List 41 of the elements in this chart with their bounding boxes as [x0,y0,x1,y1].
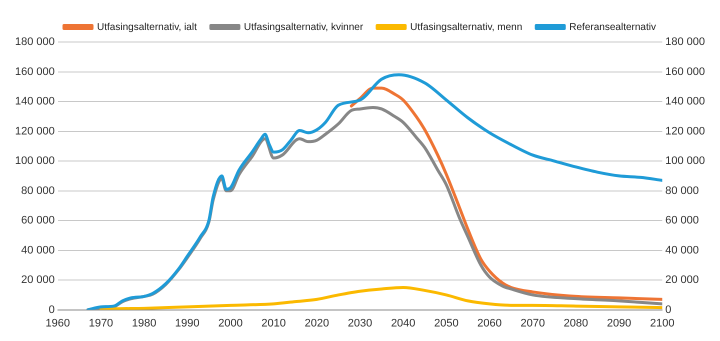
x-tick-label: 2000 [218,317,243,330]
line-series [350,86,662,301]
x-tick-label: 1960 [46,317,70,330]
y2-tick-label: 100 000 [665,155,706,168]
y2-tick-label: 120 000 [665,125,706,138]
legend-label: Referansealternativ [569,22,656,33]
y2-tick-label: 40 000 [665,244,699,256]
y2-tick-label: 80 000 [665,184,699,197]
y-tick-label: 80 000 [21,184,55,197]
y2-tick-label: 160 000 [665,66,706,78]
x-tick-label: 1990 [175,317,200,330]
y-tick-label: 120 000 [14,125,55,138]
legend-label: Utfasingsalternativ, ialt [97,22,198,33]
x-tick-label: 2050 [434,317,459,330]
x-tick-label: 2090 [606,317,632,330]
x-tick-label: 2060 [477,317,502,330]
x-tick-label: 1970 [88,317,114,330]
x-tick-label: 2040 [390,317,416,330]
x-tick-label: 1980 [132,317,156,330]
x-tick-label: 2100 [650,317,674,330]
y-tick-label: 180 000 [14,36,55,48]
legend-label: Utfasingsalternativ, kvinner [244,22,364,33]
y-tick-label: 20 000 [21,274,55,286]
x-tick-label: 2030 [348,317,372,330]
y-tick-label: 40 000 [21,244,55,256]
y2-tick-label: 0 [665,304,672,316]
y-tick-label: 160 000 [14,66,55,78]
legend-label: Utfasingsalternativ, menn [410,22,522,33]
y2-tick-label: 20 000 [665,274,699,286]
x-tick-label: 2080 [564,317,588,330]
x-tick-label: 2010 [261,317,286,330]
y-tick-label: 60 000 [21,214,55,227]
y2-tick-label: 140 000 [665,96,706,108]
y2-tick-label: 60 000 [665,214,699,227]
y-tick-label: 0 [48,304,55,316]
y2-tick-label: 180 000 [665,36,706,48]
line-series [99,286,662,310]
x-tick-label: 2020 [304,317,330,330]
y-tick-label: 140 000 [14,96,55,108]
y-tick-label: 100 000 [14,155,55,168]
x-tick-label: 2070 [520,317,545,330]
